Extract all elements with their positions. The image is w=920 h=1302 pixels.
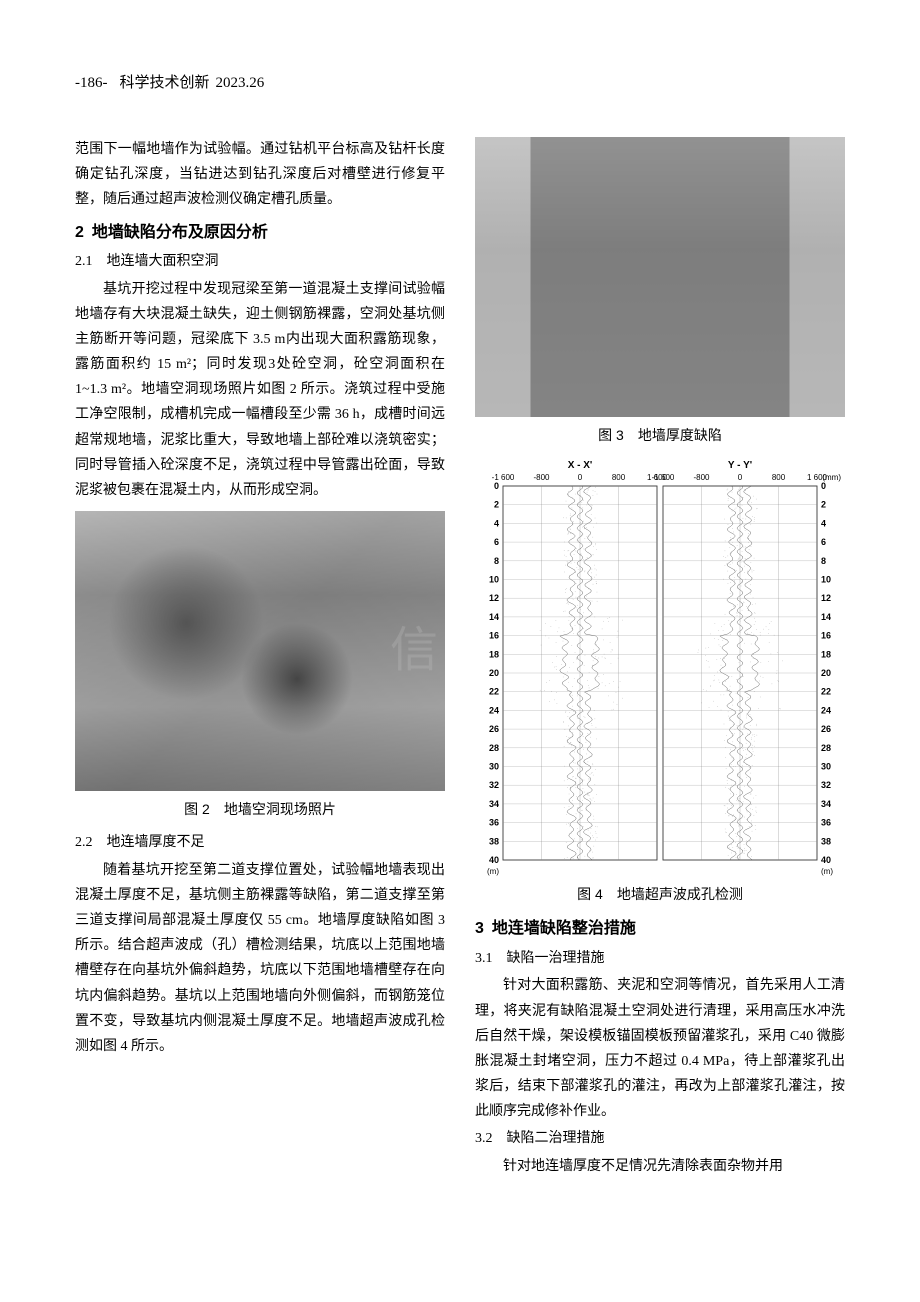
svg-text:18: 18 xyxy=(489,649,499,659)
section-title-text: 地墙缺陷分布及原因分析 xyxy=(92,224,268,241)
svg-text:2: 2 xyxy=(821,500,826,510)
subsection-2-1: 2.1 地连墙大面积空洞 xyxy=(75,249,445,274)
svg-text:0: 0 xyxy=(494,481,499,491)
svg-text:8: 8 xyxy=(494,556,499,566)
svg-text:28: 28 xyxy=(489,743,499,753)
subsection-3-2: 3.2 缺陷二治理措施 xyxy=(475,1126,845,1151)
section-number: 2 xyxy=(75,219,84,248)
svg-text:24: 24 xyxy=(821,706,831,716)
svg-text:8: 8 xyxy=(821,556,826,566)
svg-text:12: 12 xyxy=(489,593,499,603)
figure-3: 图 3 地墙厚度缺陷 xyxy=(475,137,845,448)
svg-text:28: 28 xyxy=(821,743,831,753)
body-paragraph: 针对地连墙厚度不足情况先清除表面杂物并用 xyxy=(475,1154,845,1179)
figure-4: X - X'Y - Y'-1 600-80008001 600-1 600-80… xyxy=(475,456,845,907)
section-title-text: 地连墙缺陷整治措施 xyxy=(492,920,636,937)
body-paragraph: 随着基坑开挖至第二道支撑位置处，试验幅地墙表现出混凝土厚度不足，基坑侧主筋裸露等… xyxy=(75,858,445,1060)
svg-text:6: 6 xyxy=(821,537,826,547)
svg-text:30: 30 xyxy=(489,762,499,772)
body-paragraph: 基坑开挖过程中发现冠梁至第一道混凝土支撑间试验幅地墙存有大块混凝土缺失，迎土侧钢… xyxy=(75,277,445,504)
left-column: 范围下一幅地墙作为试验幅。通过钻机平台标高及钻杆长度确定钻孔深度，当钻进达到钻孔… xyxy=(75,137,445,1181)
svg-text:14: 14 xyxy=(489,612,499,622)
svg-text:X - X': X - X' xyxy=(568,460,593,471)
svg-text:-1 600: -1 600 xyxy=(652,473,675,482)
body-paragraph: 范围下一幅地墙作为试验幅。通过钻机平台标高及钻杆长度确定钻孔深度，当钻进达到钻孔… xyxy=(75,137,445,213)
svg-text:38: 38 xyxy=(489,836,499,846)
figure-3-caption: 图 3 地墙厚度缺陷 xyxy=(475,423,845,448)
ultrasonic-chart: X - X'Y - Y'-1 600-80008001 600-1 600-80… xyxy=(475,456,845,876)
svg-text:32: 32 xyxy=(821,780,831,790)
journal-name: 科学技术创新 xyxy=(120,70,210,97)
section-3-heading: 3 地连墙缺陷整治措施 xyxy=(475,915,845,944)
svg-text:14: 14 xyxy=(821,612,831,622)
svg-text:22: 22 xyxy=(489,687,499,697)
svg-text:0: 0 xyxy=(578,473,583,482)
svg-text:10: 10 xyxy=(821,575,831,585)
svg-text:40: 40 xyxy=(821,855,831,865)
svg-text:12: 12 xyxy=(821,593,831,603)
svg-text:36: 36 xyxy=(821,818,831,828)
svg-text:34: 34 xyxy=(489,799,499,809)
section-2-heading: 2 地墙缺陷分布及原因分析 xyxy=(75,219,445,248)
svg-text:800: 800 xyxy=(772,473,786,482)
right-column: 图 3 地墙厚度缺陷 X - X'Y - Y'-1 600-80008001 6… xyxy=(475,137,845,1181)
svg-text:(m): (m) xyxy=(821,867,833,876)
figure-3-image xyxy=(475,137,845,417)
svg-text:16: 16 xyxy=(489,631,499,641)
svg-text:36: 36 xyxy=(489,818,499,828)
svg-text:40: 40 xyxy=(489,855,499,865)
page-number: -186- xyxy=(75,70,108,97)
svg-text:2: 2 xyxy=(494,500,499,510)
chart-svg: X - X'Y - Y'-1 600-80008001 600-1 600-80… xyxy=(475,456,845,876)
svg-text:26: 26 xyxy=(489,724,499,734)
svg-text:4: 4 xyxy=(821,519,826,529)
svg-text:34: 34 xyxy=(821,799,831,809)
svg-text:20: 20 xyxy=(821,668,831,678)
svg-text:4: 4 xyxy=(494,519,499,529)
svg-text:Y - Y': Y - Y' xyxy=(728,460,752,471)
svg-text:800: 800 xyxy=(612,473,626,482)
svg-text:6: 6 xyxy=(494,537,499,547)
subsection-2-2: 2.2 地连墙厚度不足 xyxy=(75,830,445,855)
figure-2-caption: 图 2 地墙空洞现场照片 xyxy=(75,797,445,822)
figure-4-caption: 图 4 地墙超声波成孔检测 xyxy=(475,882,845,907)
svg-text:26: 26 xyxy=(821,724,831,734)
svg-text:(m): (m) xyxy=(487,867,499,876)
svg-text:16: 16 xyxy=(821,631,831,641)
svg-text:0: 0 xyxy=(738,473,743,482)
svg-text:30: 30 xyxy=(821,762,831,772)
svg-text:10: 10 xyxy=(489,575,499,585)
section-number: 3 xyxy=(475,915,484,944)
svg-text:18: 18 xyxy=(821,649,831,659)
figure-2: 图 2 地墙空洞现场照片 xyxy=(75,511,445,822)
svg-text:22: 22 xyxy=(821,687,831,697)
svg-text:0: 0 xyxy=(821,481,826,491)
two-column-layout: 范围下一幅地墙作为试验幅。通过钻机平台标高及钻杆长度确定钻孔深度，当钻进达到钻孔… xyxy=(75,137,845,1181)
issue-number: 2023.26 xyxy=(216,70,265,97)
svg-text:24: 24 xyxy=(489,706,499,716)
svg-text:38: 38 xyxy=(821,836,831,846)
svg-text:20: 20 xyxy=(489,668,499,678)
svg-text:-800: -800 xyxy=(533,473,550,482)
svg-text:-800: -800 xyxy=(693,473,710,482)
body-paragraph: 针对大面积露筋、夹泥和空洞等情况，首先采用人工清理，将夹泥有缺陷混凝土空洞处进行… xyxy=(475,973,845,1124)
figure-2-image xyxy=(75,511,445,791)
svg-text:32: 32 xyxy=(489,780,499,790)
page-header: -186- 科学技术创新 2023.26 xyxy=(75,70,845,97)
subsection-3-1: 3.1 缺陷一治理措施 xyxy=(475,946,845,971)
